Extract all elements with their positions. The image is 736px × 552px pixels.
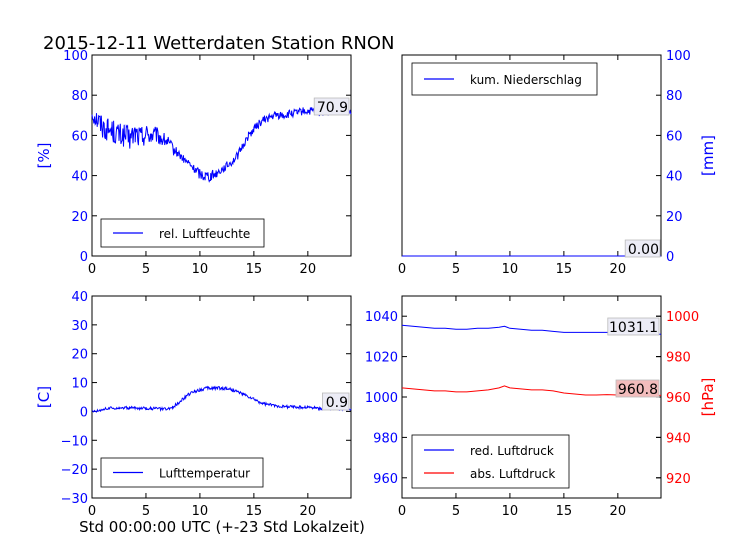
last-value-label-abs: 960.8 [618,382,658,398]
y-tick-label-right: 940 [666,431,691,446]
panel-precipitation: 0 5 10 15 20 0 20 40 60 80 100 [mm] 0.00 kum. Nieders… [398,49,717,277]
y-tick-label: 40 [71,170,88,185]
y-tick-label: 40 [71,290,88,305]
x-tick-label: 0 [398,262,406,277]
y-tick-label: 60 [666,129,683,144]
y-tick-label: 40 [666,170,683,185]
last-value-label-abs-box [615,379,660,398]
y-tick-label: 1020 [365,351,398,366]
last-value-label-red: 1031.1 [609,320,658,336]
y-tick-label: 30 [71,319,88,334]
last-value-label: 0.00 [628,242,659,258]
y-tick-label: −10 [61,434,88,449]
series-line-rel-luftfeuchte [91,105,352,183]
legend-entry: abs. Luftdruck [470,467,555,481]
x-tick-label: 0 [88,262,96,277]
last-value-label-box [313,97,350,116]
y-tick-label-right: 980 [666,351,691,366]
x-tick-label: 5 [452,262,460,277]
figure-xlabel: Std 00:00:00 UTC (+-23 Std Lokalzeit) [79,518,365,536]
x-tick-label: 10 [192,504,209,519]
legend-entry: red. Luftdruck [470,444,554,458]
y-axis-label: [mm] [699,135,717,176]
x-tick-label: 5 [142,504,150,519]
x-tick-label: 10 [192,262,209,277]
y-axis-label: [%] [35,143,53,169]
panel-pressure: 0 5 10 15 20 960 980 1000 1020 1040 920 940 960 980 10… [365,295,717,519]
x-tick-label: 0 [398,504,406,519]
x-tick-label: 15 [246,262,263,277]
x-tick-label: 20 [300,504,317,519]
x-tick-label: 20 [610,504,627,519]
y-tick-label: −20 [61,463,88,478]
x-tick-label: 15 [556,504,573,519]
y-tick-label: 20 [666,210,683,225]
y-axis-label: [C] [35,386,53,408]
legend-entry: kum. Niederschlag [470,73,582,87]
panel-humidity: 0 5 10 15 20 0 20 40 60 80 100 [%] 70.9 rel. Luftfeuc… [35,49,352,277]
x-tick-label: 10 [502,504,519,519]
x-tick-label: 5 [452,504,460,519]
plot-frame [91,54,352,257]
y-tick-label: 80 [666,89,683,104]
y-tick-label: 100 [666,49,691,64]
y-tick-label-right: 960 [666,391,691,406]
y-tick-label: 1000 [365,391,398,406]
y-tick-label: 0 [666,250,674,265]
y-tick-label: 0 [80,405,88,420]
y-tick-label: 20 [71,210,88,225]
y-tick-label: 80 [71,89,88,104]
plot-frame [91,295,352,499]
y-tick-label: 20 [71,348,88,363]
y-tick-label: 0 [80,250,88,265]
last-value-label-box [624,239,661,258]
last-value-label-red-box [607,317,660,336]
series-line-lufttemperatur [91,385,352,413]
x-tick-label: 15 [246,504,263,519]
y-tick-label: 10 [71,377,88,392]
y-tick-label: 1040 [365,310,398,325]
y-tick-label: 980 [373,431,398,446]
x-tick-label: 20 [300,262,317,277]
y-tick-label-right: 920 [666,472,691,487]
legend-box [411,434,570,489]
y-tick-label-right: 1000 [666,310,699,325]
y-tick-label: 100 [63,49,88,64]
y-axis-label: [hPa] [699,378,717,417]
figure-title: 2015-12-11 Wetterdaten Station RNON [43,33,394,54]
x-tick-label: 5 [142,262,150,277]
x-tick-label: 20 [610,262,627,277]
legend-entry: Lufttemperatur [159,467,250,481]
last-value-label: 0.9 [326,395,348,411]
last-value-label-box [321,392,350,411]
last-value-label: 70.9 [317,100,348,116]
legend-entry: rel. Luftfeuchte [159,227,250,241]
y-tick-label: −30 [61,492,88,507]
x-tick-label: 10 [502,262,519,277]
x-tick-label: 15 [556,262,573,277]
panel-temperature: 0 5 10 15 20 −30 −20 −10 0 10 20 30 40 [C] 0.9 Lufttemp… [35,290,352,519]
y-tick-label: 960 [373,472,398,487]
y-tick-label: 60 [71,129,88,144]
x-tick-label: 0 [88,504,96,519]
